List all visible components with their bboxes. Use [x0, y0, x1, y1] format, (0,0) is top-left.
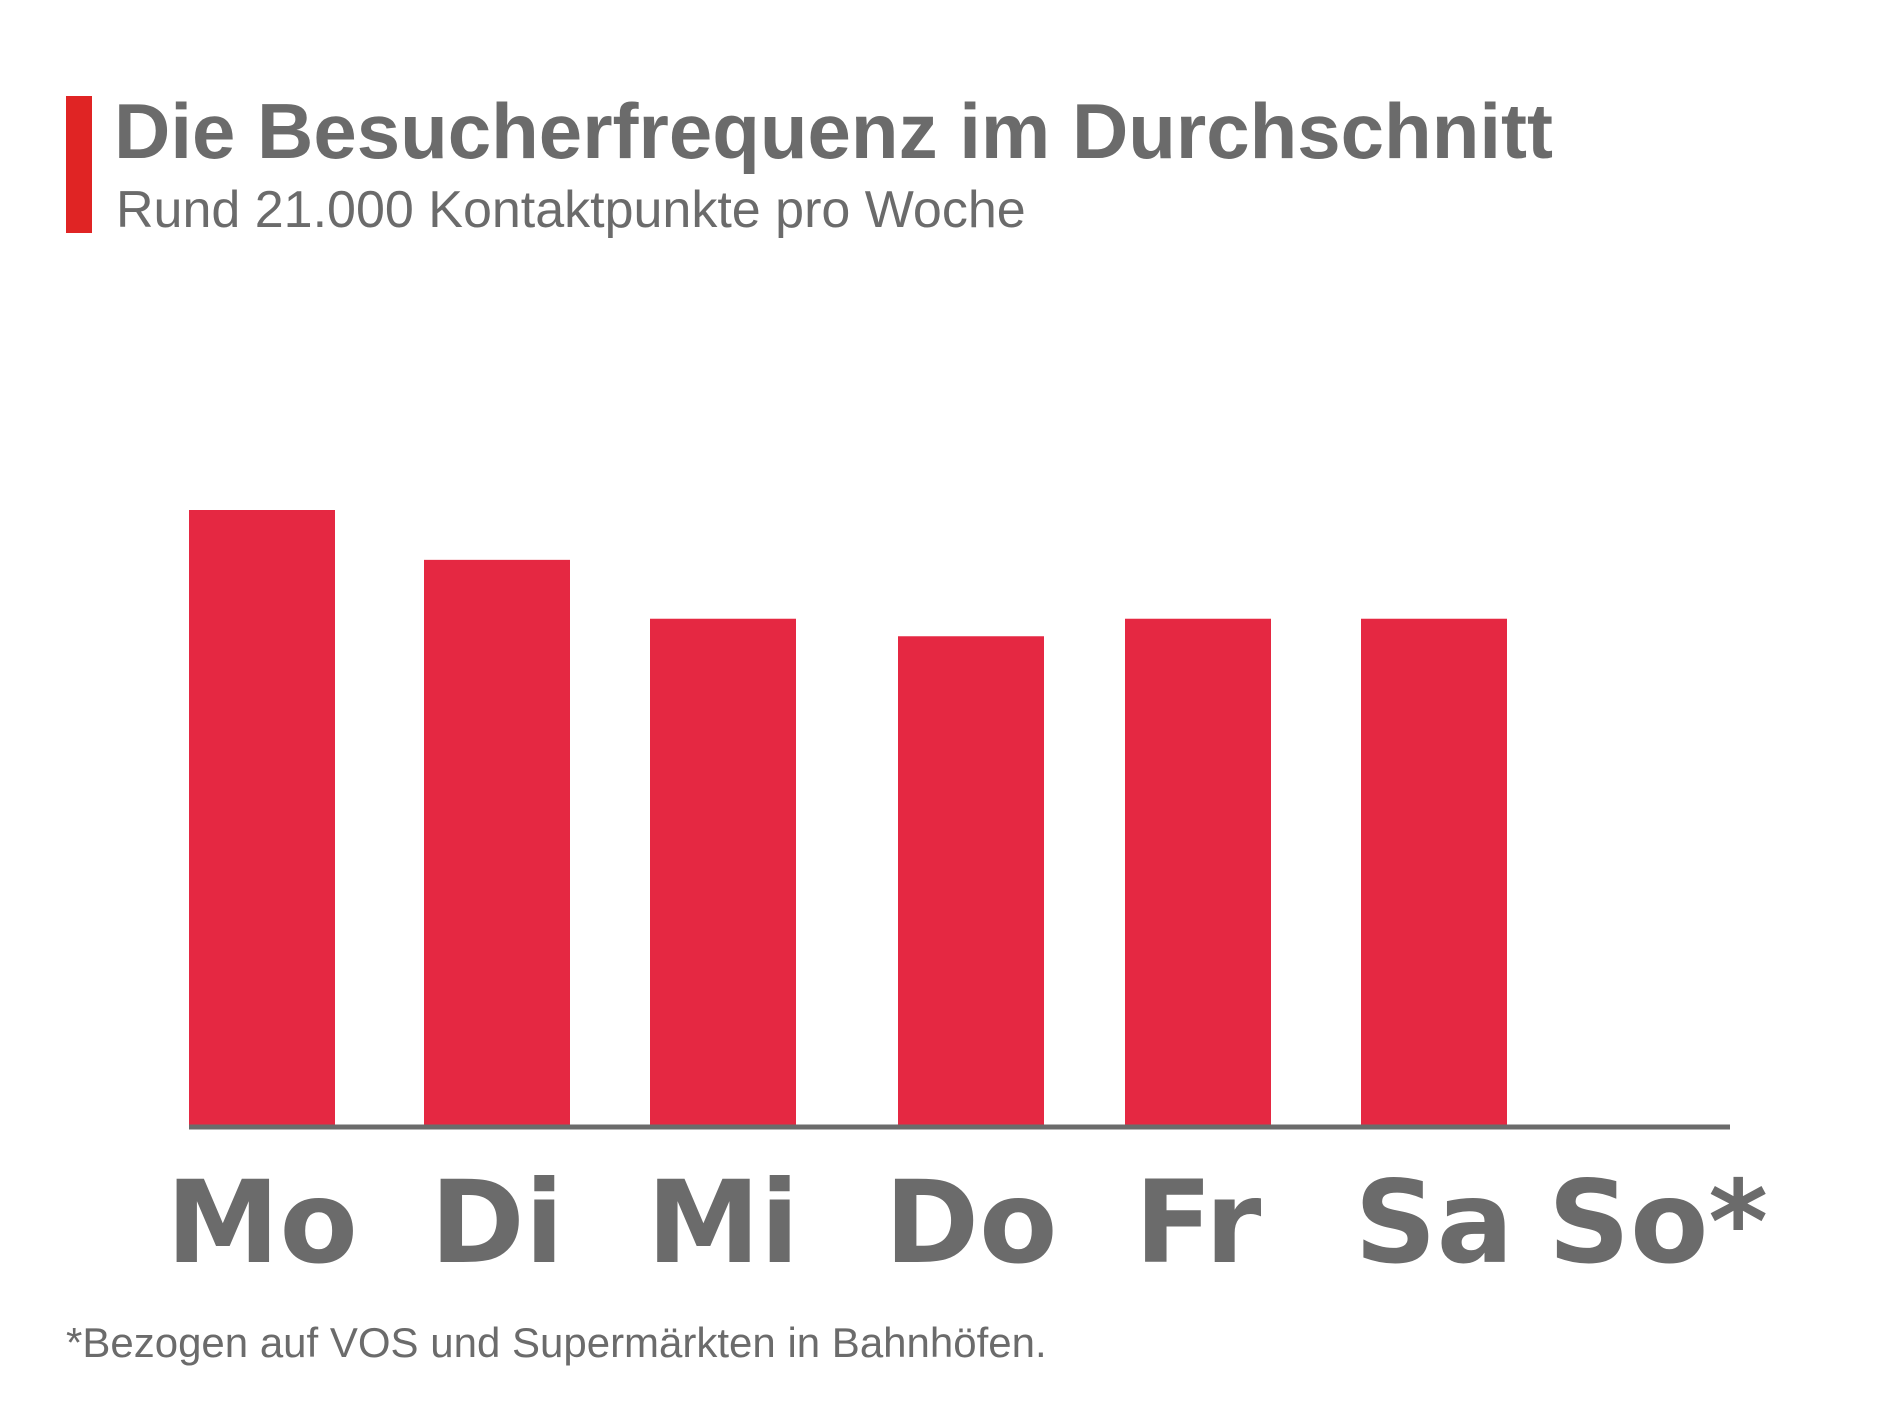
footnote: *Bezogen auf VOS und Supermärkten in Bah… — [66, 1319, 1047, 1366]
tick-label-Mo: Mo — [166, 1156, 358, 1289]
tick-label-Do: Do — [885, 1156, 1058, 1289]
bar-Mo — [189, 510, 335, 1127]
bars-group — [189, 510, 1507, 1127]
title-accent-bar — [66, 96, 92, 233]
bar-Mi — [650, 618, 796, 1127]
bar-Do — [898, 636, 1044, 1127]
tick-label-Mi: Mi — [647, 1156, 800, 1289]
tick-label-Fr: Fr — [1135, 1156, 1262, 1289]
tick-label-Sa: Sa — [1354, 1156, 1513, 1289]
bar-Fr — [1125, 618, 1271, 1127]
tick-label-Di: Di — [430, 1156, 564, 1289]
tick-label-So: So* — [1548, 1156, 1768, 1289]
chart-title: Die Besucherfrequenz im Durchschnitt — [114, 87, 1553, 175]
bar-Sa — [1361, 618, 1507, 1127]
bar-chart: Mo Di Mi Do Fr Sa So* — [166, 510, 1768, 1289]
chart-subtitle: Rund 21.000 Kontaktpunkte pro Woche — [116, 181, 1026, 239]
x-tick-labels: Mo Di Mi Do Fr Sa So* — [166, 1156, 1768, 1289]
bar-Di — [424, 559, 570, 1127]
